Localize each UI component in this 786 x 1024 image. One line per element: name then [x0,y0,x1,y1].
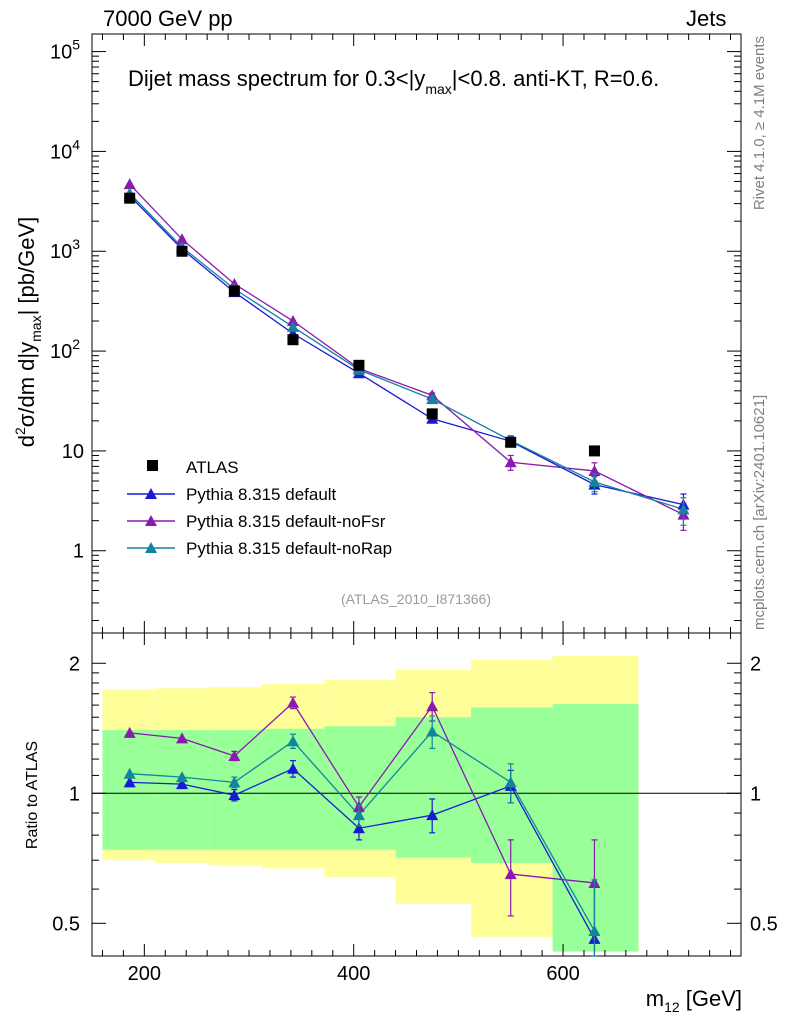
main-y-axis-label: d2σ/dm d|ymax| [pb/GeV] [12,217,44,447]
ratio-plot-frame [91,632,742,957]
legend-marker-norap [145,542,157,553]
ratio-point-pythia-8-315-default-norap [228,776,241,788]
ratio-point-pythia-8-315-default-norap [352,809,365,821]
x-tick-label-200: 200 [128,963,161,985]
main-point-pythia-8-315-default-nofsr [286,315,299,327]
main-point-pythia-8-315-default-norap [588,475,601,487]
main-point-atlas [124,192,136,204]
main-y-tick-label: 105 [50,37,80,64]
main-point-atlas [426,408,438,420]
ratio-y-tick-label: 2 [69,653,80,675]
ratio-point-pythia-8-315-default [286,762,299,774]
legend-label-default: Pythia 8.315 default [186,485,337,504]
ratio-point-pythia-8-315-default-nofsr [426,700,439,712]
ratio-point-pythia-8-315-default [228,789,241,801]
main-point-pythia-8-315-default-nofsr [176,233,189,245]
ratio-point-pythia-8-315-default-norap [426,725,439,737]
legend-marker-atlas [147,460,158,471]
ratio-y-tick-label: 1 [69,783,80,805]
ratio-point-pythia-8-315-default-norap [286,735,299,747]
legend-label-atlas: ATLAS [186,458,239,477]
x-tick-label-600: 600 [546,963,579,985]
main-point-atlas [228,285,240,297]
band-inner-1 [154,730,210,850]
main-point-pythia-8-315-default-norap [677,503,690,515]
band-inner-7 [552,703,639,952]
main-y-tick-label: 104 [50,136,80,163]
ratio-line-pythia-8-315-default-nofsr [129,701,595,884]
ratio-point-pythia-8-315-default-nofsr [228,749,241,761]
legend-label-nofsr: Pythia 8.315 default-noFsr [186,512,386,531]
legend-marker-nofsr [145,515,157,526]
ratio-point-pythia-8-315-default [176,778,189,790]
legend-label-norap: Pythia 8.315 default-noRap [186,539,392,558]
main-point-atlas [353,359,365,371]
main-y-tick-label: 102 [50,336,80,363]
side-label-mcplots: mcplots.cern.ch [arXiv:2401.10621] [751,395,768,630]
legend-marker-default [145,488,157,499]
main-point-atlas [505,436,517,448]
x-axis-label: m12 [GeV] [646,986,742,1015]
side-label-rivet: Rivet 4.1.0, ≥ 4.1M events [751,36,768,210]
main-y-tick-label: 103 [50,236,80,263]
analysis-annotation: (ATLAS_2010_I871366) [341,591,491,607]
ratio-line-pythia-8-315-default [129,767,596,940]
main-point-atlas [588,445,600,457]
ratio-y-tick-label-right: 2 [750,653,761,675]
main-point-atlas [176,245,188,257]
ratio-point-pythia-8-315-default [123,776,136,788]
ratio-point-pythia-8-315-default-nofsr [504,868,517,880]
ratio-point-pythia-8-315-default-norap [504,776,517,788]
ratio-point-pythia-8-315-default [352,822,365,834]
ratio-point-pythia-8-315-default-norap [588,924,601,936]
ratio-y-tick-label-right: 1 [750,783,761,805]
ratio-point-pythia-8-315-default [426,809,439,821]
main-point-pythia-8-315-default-norap [286,320,299,332]
ratio-y-axis-label: Ratio to ATLAS [24,741,41,849]
ratio-point-pythia-8-315-default-nofsr [286,696,299,708]
main-point-pythia-8-315-default-nofsr [504,456,517,468]
main-point-pythia-8-315-default-norap [426,393,439,405]
main-y-tick-label: 10 [62,441,84,463]
ratio-y-tick-label-right: 0.5 [750,913,778,935]
band-inner-5 [395,717,471,858]
ratio-line-pythia-8-315-default-norap [129,730,596,932]
ratio-point-pythia-8-315-default-nofsr [176,732,189,744]
band-inner-0 [102,730,155,850]
ratio-point-pythia-8-315-default-nofsr [123,726,136,738]
main-point-atlas [287,334,299,346]
x-tick-label-400: 400 [337,963,370,985]
chart-title: Dijet mass spectrum for 0.3<|ymax|<0.8. … [128,66,659,97]
main-point-pythia-8-315-default-nofsr [123,178,136,190]
header-left-label: 7000 GeV pp [103,6,233,31]
legend: ATLAS Pythia 8.315 default Pythia 8.315 … [127,458,392,558]
ratio-point-pythia-8-315-default-norap [176,771,189,783]
ratio-point-pythia-8-315-default-norap [123,767,136,779]
header-right-label: Jets [686,6,727,31]
ratio-y-tick-label: 0.5 [52,913,80,935]
main-y-tick-label: 1 [73,541,84,563]
